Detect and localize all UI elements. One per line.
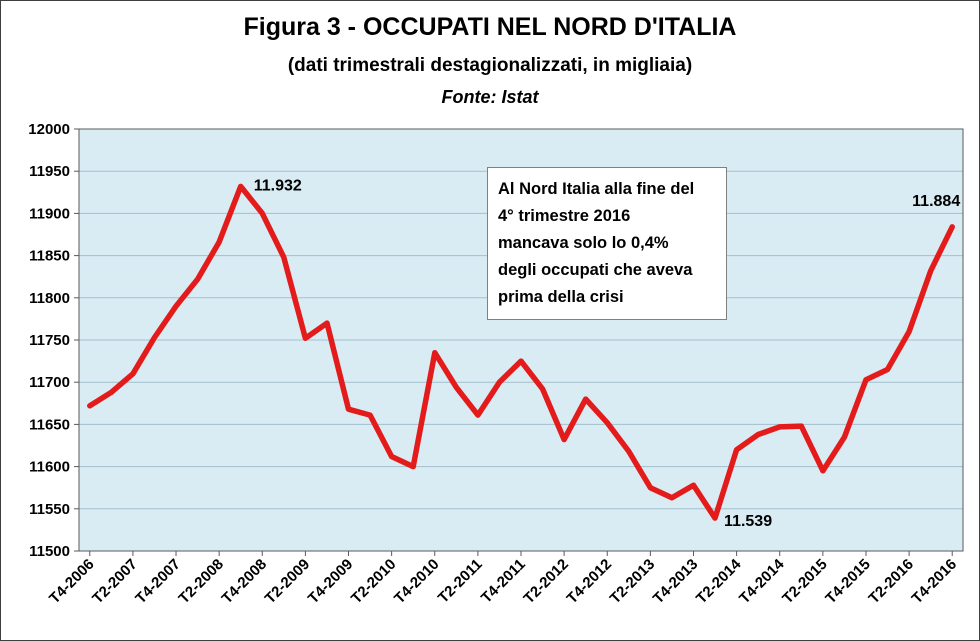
x-tick-label: T2-2007 [89,556,141,608]
annotation-line: degli occupati che aveva [498,261,693,279]
x-tick-label: T2-2010 [348,556,400,608]
annotation-box: Al Nord Italia alla fine del 4° trimestr… [487,167,727,320]
chart-subtitle: (dati trimestrali destagionalizzati, in … [287,55,693,76]
y-tick-label: 11800 [29,290,70,307]
y-tick-label: 12000 [28,121,70,138]
x-tick-label: T4-2013 [650,556,702,608]
annotation-line: 4° trimestre 2016 [498,207,631,225]
x-tick-label: T2-2015 [779,556,831,608]
employment-line [87,183,955,521]
x-tick-label: T2-2013 [607,556,659,608]
x-tick-label: T4-2010 [391,556,443,608]
y-tick-label: 11550 [29,501,70,518]
y-tick-label: 11600 [29,459,70,476]
x-tick-label: T2-2014 [693,555,745,607]
chart-title: Figura 3 - OCCUPATI NEL NORD D'ITALIA [243,13,737,41]
x-tick-label: T4-2008 [219,556,271,608]
y-tick-label: 11950 [29,163,70,180]
x-tick-label: T2-2012 [520,556,572,608]
x-tick-label: T2-2016 [865,556,917,608]
chart-source: Fonte: Istat [441,87,539,107]
x-tick-label: T2-2009 [262,556,314,608]
x-tick-label: T4-2011 [478,556,529,607]
x-tick-label: T2-2011 [435,556,486,607]
x-tick-label: T4-2016 [909,556,961,608]
x-tick-label: T4-2009 [305,556,357,608]
x-tick-label: T2-2008 [175,556,227,608]
annotation-line: prima della crisi [498,288,624,306]
y-tick-label: 11850 [29,248,70,265]
y-tick-label: 11750 [29,332,70,349]
x-tick-label: T4-2006 [46,556,98,608]
x-tick-label: T4-2007 [132,556,184,608]
x-tick-label: T4-2015 [822,556,874,608]
y-tick-label: 11500 [29,543,70,560]
x-tick-label: T4-2012 [564,556,616,608]
y-tick-label: 11700 [29,374,70,391]
data-label: 11.932 [254,177,302,194]
x-tick-label: T4-2014 [736,555,788,607]
y-tick-label: 11900 [29,205,70,222]
data-label: 11.884 [912,193,960,210]
annotation-line: Al Nord Italia alla fine del [498,180,695,198]
data-label: 11.539 [724,513,772,530]
annotation-line: mancava solo lo 0,4% [498,234,669,252]
y-tick-label: 11650 [29,416,70,433]
